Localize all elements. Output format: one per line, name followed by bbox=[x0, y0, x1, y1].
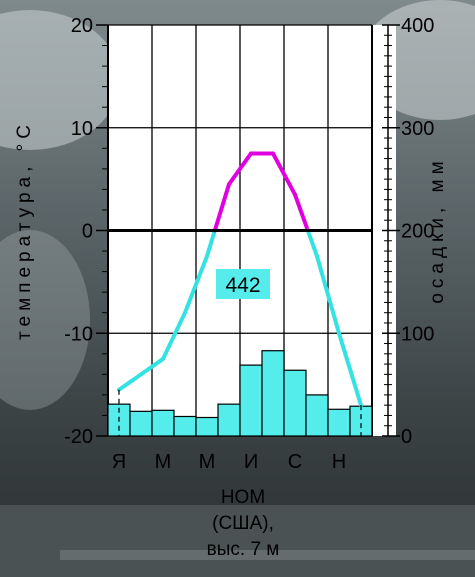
temperature-segment bbox=[205, 228, 217, 259]
month-label: С bbox=[288, 451, 302, 473]
left-tick-label: -10 bbox=[64, 323, 93, 345]
month-label: М bbox=[199, 451, 216, 473]
annual-precip-label: 442 bbox=[225, 274, 260, 297]
right-tick-label: 400 bbox=[401, 15, 434, 37]
precip-bar bbox=[239, 364, 263, 437]
temperature-segment bbox=[315, 254, 341, 336]
precip-bar bbox=[173, 415, 197, 437]
right-tick-label: 300 bbox=[401, 118, 434, 140]
left-tick-label: -20 bbox=[64, 426, 93, 448]
right-tick-label: 100 bbox=[401, 323, 434, 345]
right-tick-label: 0 bbox=[401, 426, 412, 448]
y-right-label: осадки, мм bbox=[427, 156, 448, 303]
temperature-segment bbox=[117, 372, 143, 392]
temperature-line bbox=[117, 151, 363, 436]
right-tick-label: 200 bbox=[401, 221, 434, 243]
temperature-segment bbox=[227, 151, 253, 187]
month-label: Н bbox=[332, 451, 346, 473]
month-label: Я bbox=[112, 451, 126, 473]
precip-bar bbox=[327, 408, 351, 437]
left-tick-label: 20 bbox=[71, 15, 93, 37]
precip-bar bbox=[349, 405, 373, 437]
left-tick-label: 10 bbox=[71, 118, 93, 140]
y-left-label: температура, °С bbox=[14, 120, 35, 340]
station-country: (США), bbox=[212, 513, 274, 534]
precip-bar bbox=[305, 394, 329, 437]
left-axis-ticks: 20 10 0 -10 -20 bbox=[64, 15, 108, 448]
temperature-segment bbox=[305, 228, 319, 259]
temperature-segment bbox=[271, 151, 297, 197]
month-label: И bbox=[244, 451, 258, 473]
precipitation-bars bbox=[107, 350, 373, 437]
station-altitude: выс. 7 м bbox=[207, 539, 280, 560]
month-label: М bbox=[155, 451, 172, 473]
temperature-segment bbox=[183, 254, 209, 315]
annual-precip-box bbox=[216, 269, 270, 299]
temperature-segment bbox=[337, 331, 363, 408]
temperature-segment bbox=[161, 310, 187, 361]
temperature-segment bbox=[293, 192, 310, 233]
temperature-segment bbox=[212, 182, 231, 233]
left-tick-label: 0 bbox=[82, 221, 93, 243]
right-axis-ticks: 400 300 200 100 0 bbox=[382, 15, 434, 448]
precip-bar bbox=[129, 410, 153, 437]
temperature-segment bbox=[139, 356, 165, 377]
precip-bar bbox=[283, 369, 307, 437]
precip-bar bbox=[195, 416, 219, 437]
precip-bar bbox=[261, 350, 285, 437]
station-name: НОМ bbox=[221, 487, 265, 508]
precip-bar bbox=[151, 409, 175, 437]
precip-bar bbox=[217, 403, 241, 437]
